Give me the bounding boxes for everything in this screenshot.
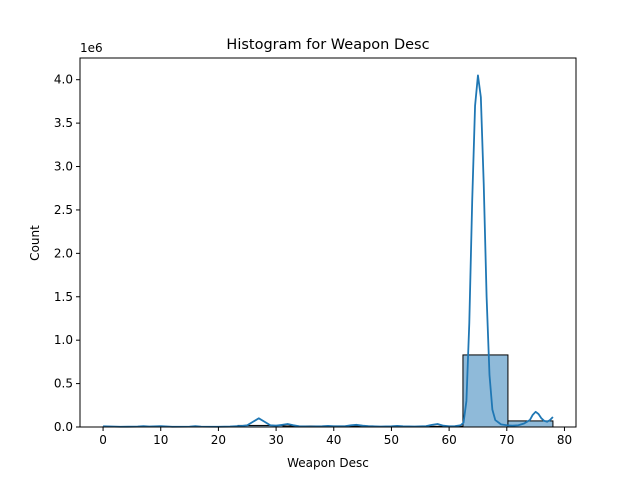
x-tick-label: 60	[441, 433, 456, 447]
y-tick-label: 0.0	[54, 420, 73, 434]
chart-title: Histogram for Weapon Desc	[226, 37, 429, 53]
y-tick-label: 3.0	[54, 160, 73, 174]
y-tick-label: 1.0	[54, 333, 73, 347]
y-tick-label: 2.5	[54, 203, 73, 217]
x-tick-label: 40	[326, 433, 341, 447]
y-tick-label: 3.5	[54, 116, 73, 130]
x-tick-label: 30	[268, 433, 283, 447]
x-tick-label: 0	[99, 433, 107, 447]
y-axis-label: Count	[28, 225, 42, 261]
y-ticks-layer: 0.0 0.5 1.0 1.5 2.0 2.5 3.0 3.5 4.0	[54, 73, 80, 434]
x-tick-label: 80	[557, 433, 572, 447]
x-tick-label: 10	[153, 433, 168, 447]
x-tick-label: 50	[384, 433, 399, 447]
y-tick-label: 1.5	[54, 290, 73, 304]
histogram-bar-8	[463, 355, 508, 427]
y-tick-label: 4.0	[54, 73, 73, 87]
bars-layer	[103, 355, 553, 427]
x-ticks-layer: 0 10 20 30 40 50 60 70 80	[99, 427, 572, 447]
y-tick-label: 0.5	[54, 377, 73, 391]
x-axis-label: Weapon Desc	[287, 456, 369, 470]
y-scale-label: 1e6	[80, 41, 103, 55]
x-tick-label: 70	[499, 433, 514, 447]
y-tick-label: 2.0	[54, 246, 73, 260]
x-tick-label: 20	[211, 433, 226, 447]
